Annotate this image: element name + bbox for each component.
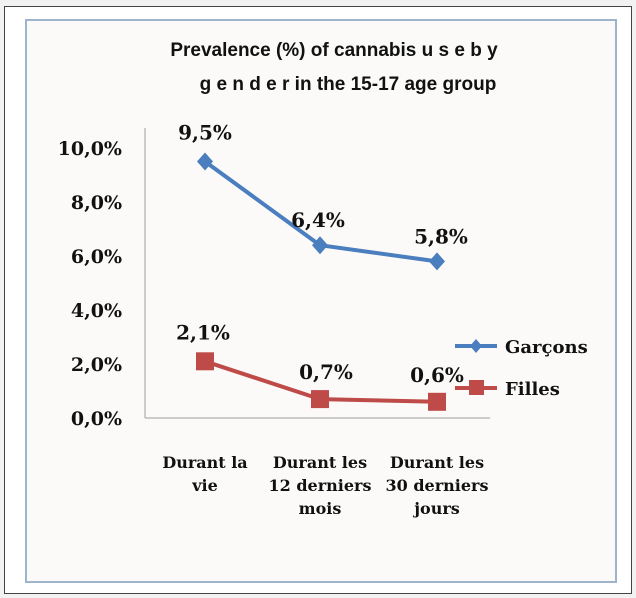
x-category-label: Durant les 12 derniers mois	[269, 453, 372, 518]
data-label: 9,5%	[178, 121, 232, 145]
legend-label: Garçons	[505, 337, 588, 358]
data-label: 6,4%	[291, 208, 345, 232]
chart-title: Prevalence (%) of cannabis u s e b y g e…	[170, 40, 498, 95]
data-point-marker	[311, 390, 329, 409]
x-category-label: Durant les 30 derniers jours	[386, 453, 489, 518]
data-point-marker	[196, 352, 214, 371]
data-label: 2,1%	[176, 320, 230, 344]
data-point-marker	[428, 392, 446, 411]
y-tick-label: 0,0%	[71, 408, 122, 430]
data-point-marker	[197, 152, 213, 171]
legend: Garçons Filles	[455, 337, 588, 400]
data-label: 5,8%	[414, 224, 468, 248]
data-labels: 9,5% 6,4% 5,8% 2,1% 0,7% 0,6%	[176, 121, 468, 387]
outer-frame	[4, 6, 632, 594]
legend-marker	[470, 339, 482, 353]
data-label: 0,6%	[410, 363, 464, 387]
legend-marker	[469, 380, 484, 395]
data-point-marker	[429, 252, 445, 271]
y-tick-label: 2,0%	[71, 354, 122, 376]
y-tick-label: 10,0%	[58, 138, 122, 160]
chart-title-line-2: g e n d e r in the 15-17 age group	[200, 74, 497, 95]
y-tick-label: 6,0%	[71, 246, 122, 268]
legend-label: Filles	[505, 379, 560, 400]
data-label: 0,7%	[299, 360, 353, 384]
y-tick-label: 4,0%	[71, 300, 122, 322]
y-tick-label: 8,0%	[71, 192, 122, 214]
x-category-label: Durant la vie	[162, 453, 247, 495]
series-group	[196, 152, 446, 411]
chart-title-line-1: Prevalence (%) of cannabis u s e b y	[170, 40, 498, 61]
chart-panel	[25, 19, 617, 583]
data-point-marker	[312, 236, 328, 255]
y-tick-labels: 0,0% 2,0% 4,0% 6,0% 8,0% 10,0%	[58, 138, 122, 430]
x-category-labels: Durant la vie Durant les 12 derniers moisDur…	[162, 453, 488, 518]
